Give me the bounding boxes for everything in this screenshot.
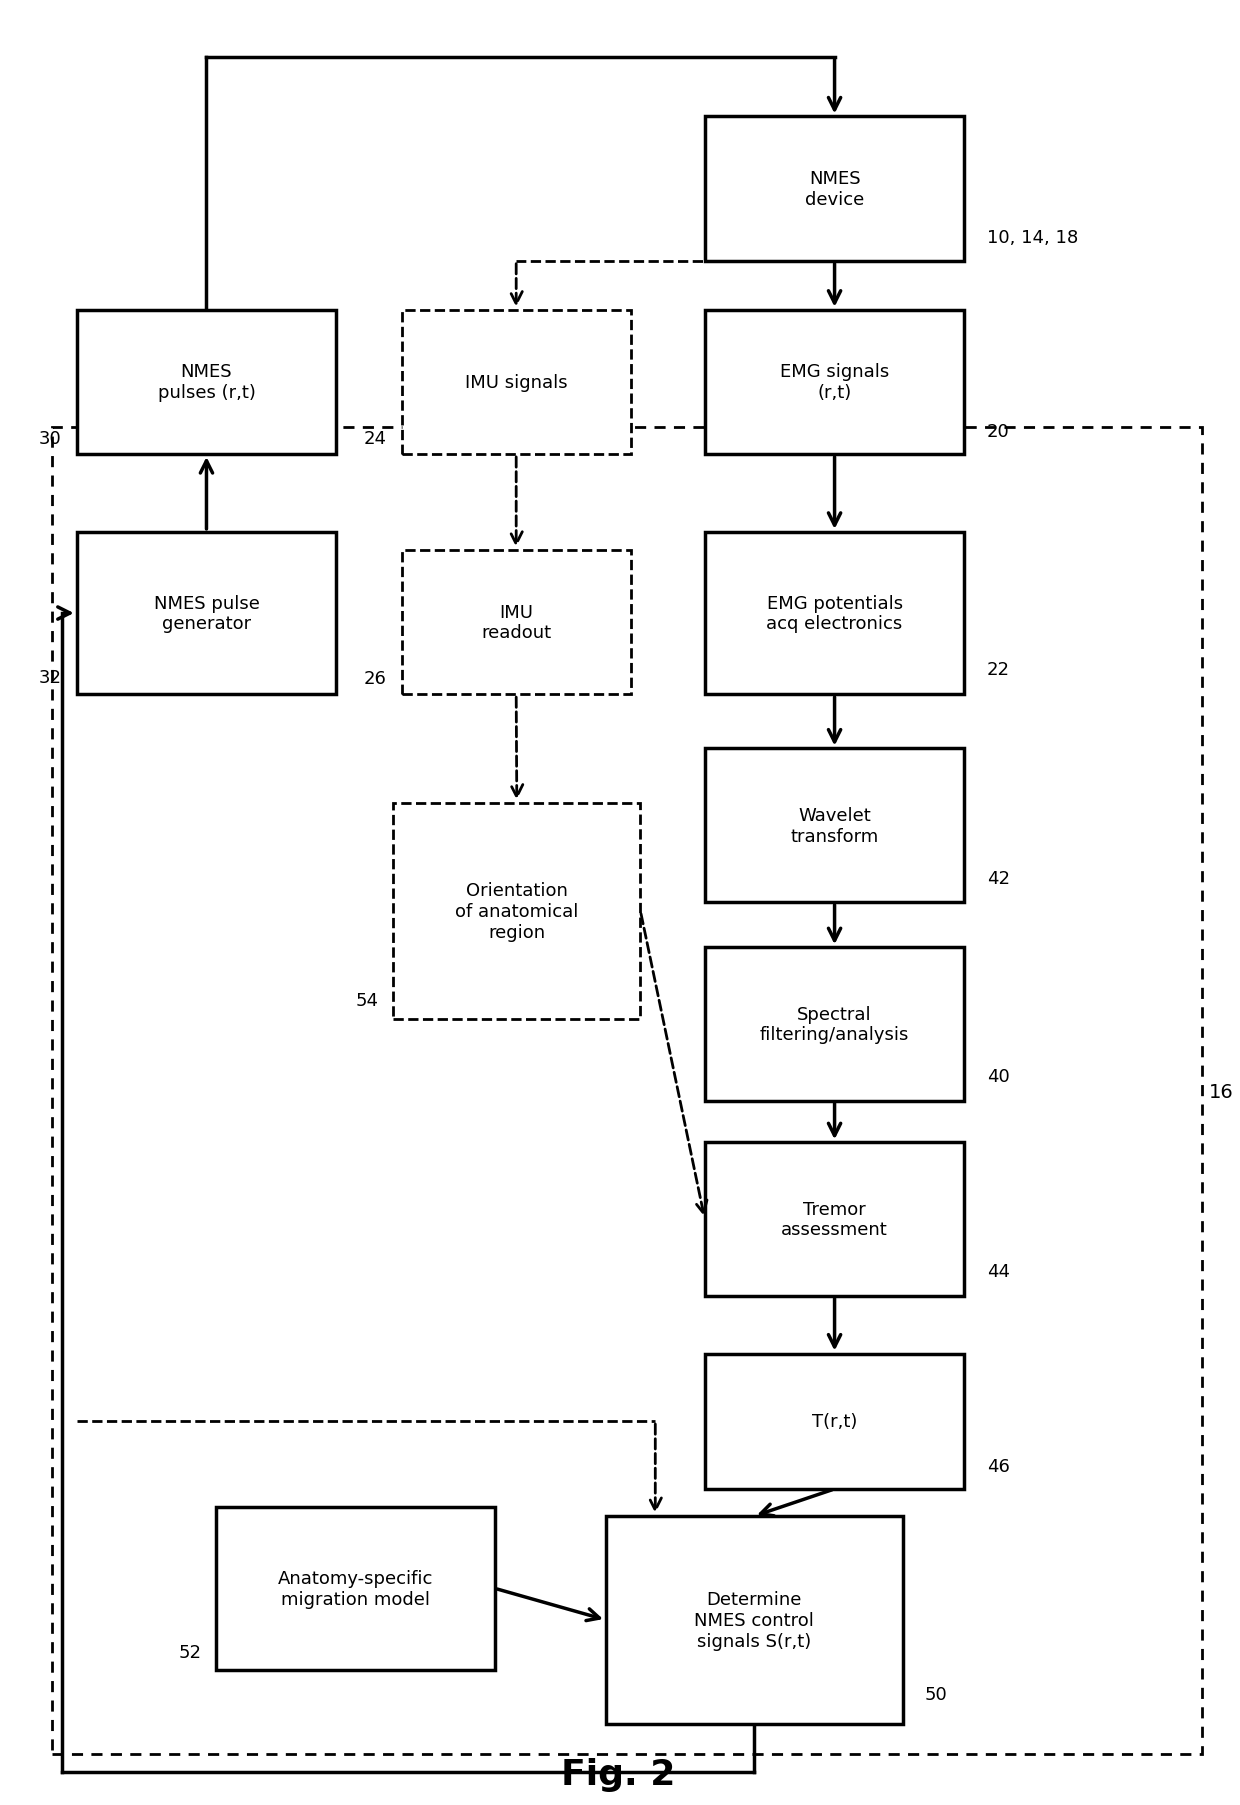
FancyBboxPatch shape <box>216 1507 495 1670</box>
Text: 40: 40 <box>987 1069 1009 1085</box>
Text: Anatomy-specific
migration model: Anatomy-specific migration model <box>278 1569 433 1608</box>
Text: 26: 26 <box>365 670 387 688</box>
Text: NMES
pulses (r,t): NMES pulses (r,t) <box>157 363 255 403</box>
FancyBboxPatch shape <box>704 948 965 1101</box>
Text: NMES pulse
generator: NMES pulse generator <box>154 594 259 634</box>
Text: 52: 52 <box>179 1644 202 1661</box>
Text: 22: 22 <box>987 661 1009 679</box>
Text: IMU
readout: IMU readout <box>481 603 552 643</box>
Text: 10, 14, 18: 10, 14, 18 <box>987 229 1078 247</box>
FancyBboxPatch shape <box>704 749 965 902</box>
Text: IMU signals: IMU signals <box>465 374 568 392</box>
Text: 42: 42 <box>987 870 1009 888</box>
Text: 20: 20 <box>987 422 1009 440</box>
FancyBboxPatch shape <box>704 1354 965 1489</box>
FancyBboxPatch shape <box>704 310 965 455</box>
Text: 32: 32 <box>38 670 62 688</box>
Text: Determine
NMES control
signals S(r,t): Determine NMES control signals S(r,t) <box>694 1590 815 1650</box>
Text: Spectral
filtering/analysis: Spectral filtering/analysis <box>760 1005 909 1043</box>
Text: Orientation
of anatomical
region: Orientation of anatomical region <box>455 881 579 942</box>
Text: 16: 16 <box>1209 1083 1234 1101</box>
FancyBboxPatch shape <box>77 532 336 695</box>
Text: Wavelet
transform: Wavelet transform <box>790 807 879 845</box>
FancyBboxPatch shape <box>77 310 336 455</box>
FancyBboxPatch shape <box>402 310 631 455</box>
FancyBboxPatch shape <box>606 1516 903 1724</box>
FancyBboxPatch shape <box>704 1143 965 1296</box>
FancyBboxPatch shape <box>704 532 965 695</box>
FancyBboxPatch shape <box>402 551 631 695</box>
FancyBboxPatch shape <box>393 803 640 1020</box>
Text: T(r,t): T(r,t) <box>812 1413 857 1430</box>
Text: 44: 44 <box>987 1264 1009 1282</box>
Text: NMES
device: NMES device <box>805 170 864 209</box>
Text: 54: 54 <box>356 991 378 1009</box>
Text: EMG potentials
acq electronics: EMG potentials acq electronics <box>766 594 903 634</box>
Text: 24: 24 <box>365 430 387 448</box>
Text: 50: 50 <box>925 1686 947 1704</box>
Text: Fig. 2: Fig. 2 <box>560 1756 676 1791</box>
Text: EMG signals
(r,t): EMG signals (r,t) <box>780 363 889 403</box>
Text: 30: 30 <box>40 430 62 448</box>
Text: 46: 46 <box>987 1458 1009 1476</box>
Text: Tremor
assessment: Tremor assessment <box>781 1200 888 1238</box>
FancyBboxPatch shape <box>704 117 965 262</box>
